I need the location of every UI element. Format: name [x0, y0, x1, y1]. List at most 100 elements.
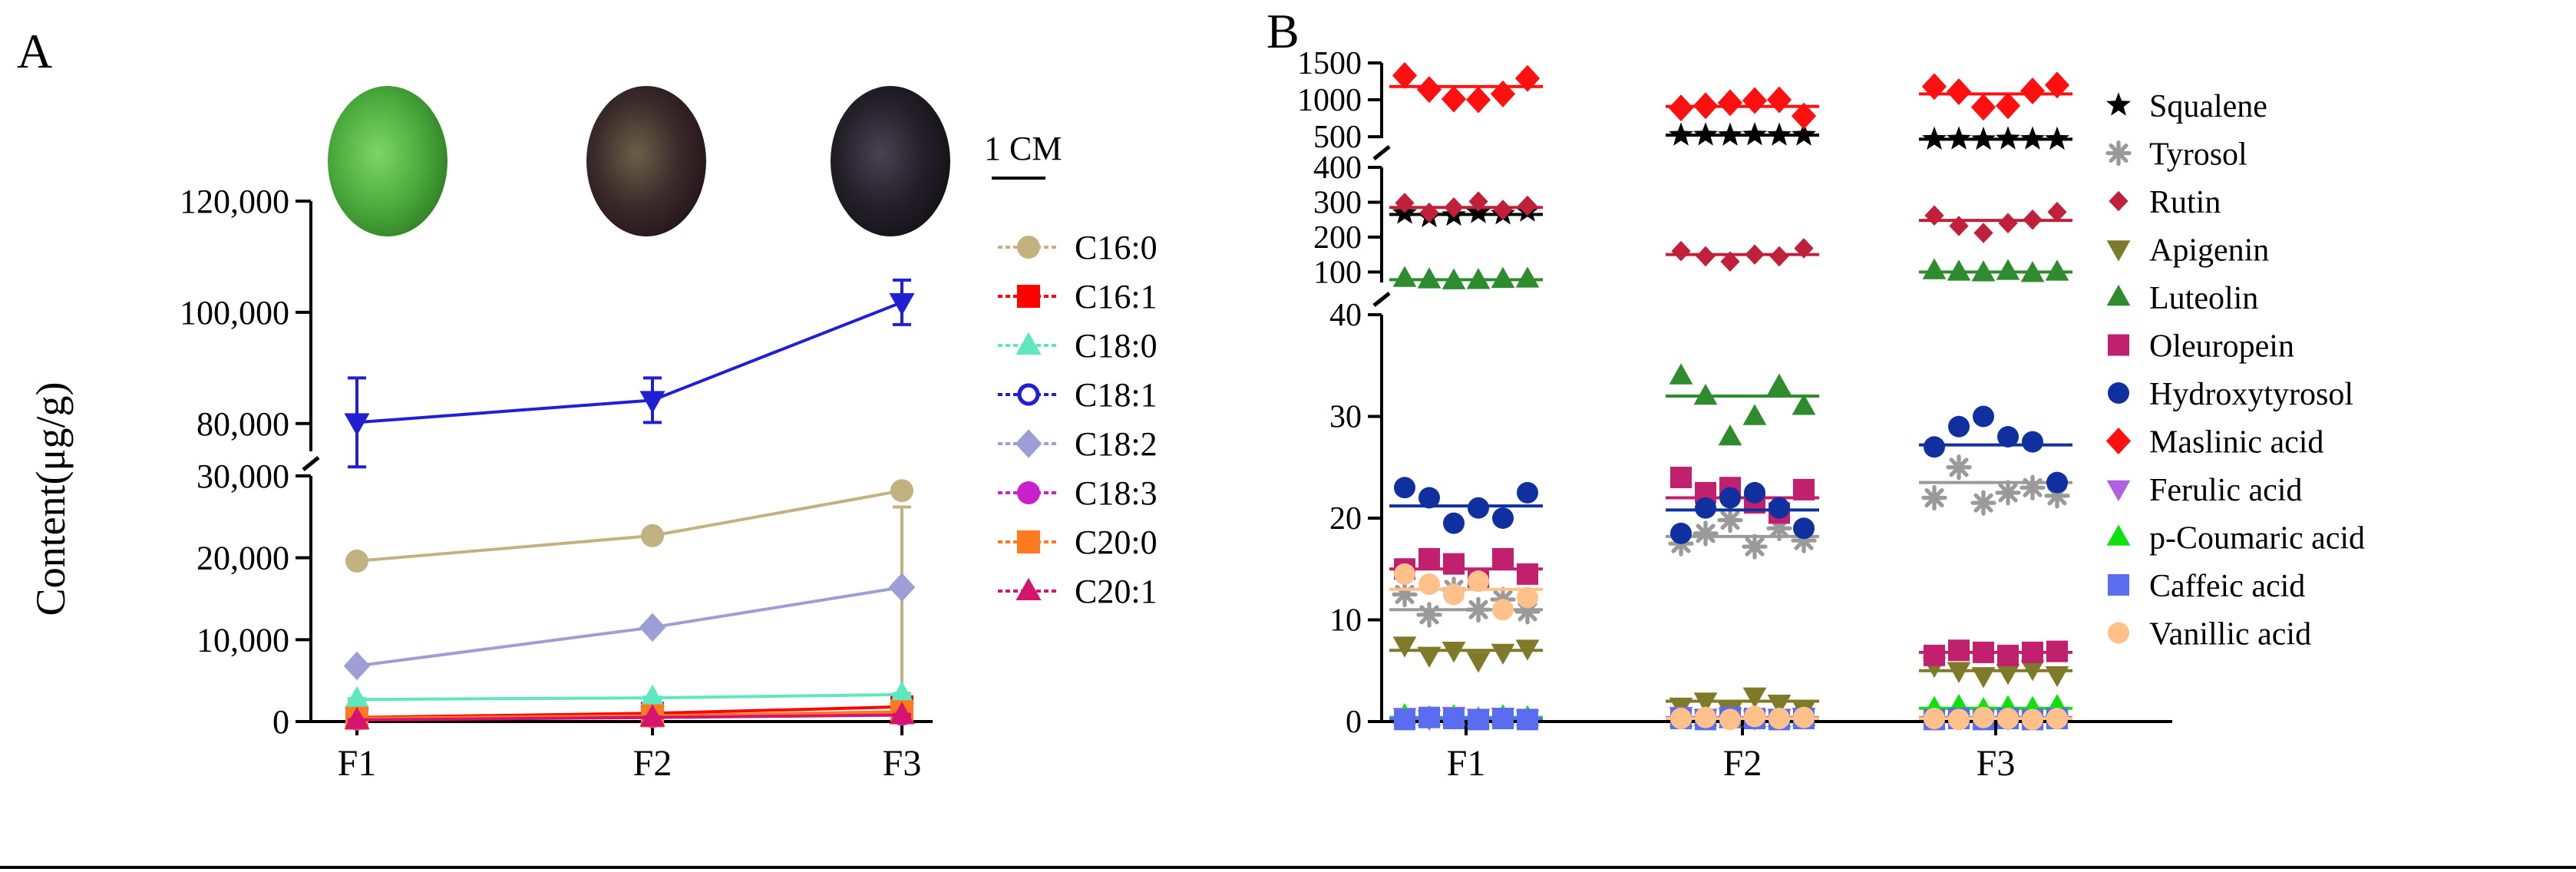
data-point	[1718, 424, 1742, 446]
data-point	[1443, 553, 1465, 575]
data-point	[1921, 73, 1947, 101]
data-point	[1418, 573, 1440, 596]
data-point	[1517, 563, 1538, 585]
legend-label: C20:1	[1075, 573, 1158, 610]
legend-entry: Tyrosol	[2105, 137, 2247, 173]
scale-bar-label: 1 CM	[984, 130, 1062, 167]
data-point	[1767, 694, 1792, 716]
data-point	[1468, 570, 1489, 593]
series-hydroxytyrosol	[1389, 405, 2072, 544]
data-point	[1719, 708, 1741, 731]
legend-entry: Squalene	[2106, 89, 2267, 124]
data-point	[1971, 260, 1996, 282]
data-point	[888, 573, 916, 602]
data-point	[344, 685, 370, 709]
legend-label: Ferulic acid	[2149, 473, 2302, 508]
series-line	[356, 692, 903, 702]
legend-marker	[2105, 140, 2132, 167]
y-tick-label: 80,000	[197, 405, 289, 443]
legend-entry: C20:1	[998, 573, 1158, 610]
asterisk-stroke	[2023, 477, 2043, 497]
panel-a-legend: C16:0 C16:1 C18:0 C18:1 C18:2 C18:3 C20:0 C20:1	[998, 229, 1158, 610]
data-point	[1767, 122, 1792, 146]
data-point	[1443, 583, 1465, 606]
data-point	[2045, 259, 2069, 281]
data-point	[1444, 197, 1464, 218]
asterisk-stroke	[1998, 483, 2018, 503]
data-point	[1947, 662, 1971, 683]
legend-marker	[1017, 481, 1040, 504]
legend-entry: C18:1	[998, 376, 1158, 414]
data-point	[1693, 383, 1718, 405]
data-point	[1517, 481, 1538, 504]
y-tick-label: 300	[1313, 185, 1362, 220]
data-point	[1924, 644, 1945, 666]
data-point	[1394, 563, 1415, 585]
data-point	[2022, 708, 2043, 731]
data-point	[344, 706, 370, 729]
data-point	[1948, 708, 1970, 731]
panel-a-axes: 0 10,000 20,000 30,000 80,000 100,000 120,000 F…	[180, 183, 933, 784]
data-point	[1395, 193, 1415, 213]
olive-fruit-photo	[586, 86, 706, 236]
asterisk-stroke	[1924, 487, 1944, 508]
data-point	[1441, 85, 1467, 113]
data-point	[1515, 639, 1540, 661]
y-tick-label: 1000	[1297, 83, 1362, 118]
data-point	[1668, 94, 1694, 122]
series-C18-1	[344, 278, 915, 469]
legend-marker	[2108, 334, 2129, 356]
data-point	[1442, 268, 1466, 289]
asterisk-stroke	[1745, 537, 1765, 557]
data-point	[2023, 209, 2043, 230]
legend-entry: Oleuropein	[2108, 329, 2294, 365]
asterisk-stroke	[1949, 457, 1969, 477]
y-tick-label: 400	[1313, 150, 1362, 186]
data-point	[2020, 78, 2046, 105]
data-point	[1997, 644, 2019, 666]
data-point	[889, 702, 915, 725]
data-point	[1995, 480, 2021, 506]
series-line	[356, 586, 903, 668]
data-point	[2045, 666, 2069, 688]
y-tick-label: 10,000	[197, 621, 289, 659]
data-point	[1792, 394, 1816, 415]
series-C20-1	[344, 702, 915, 729]
panel-b-label: B	[1267, 4, 1300, 58]
legend-marker	[1016, 332, 1042, 355]
data-point	[1394, 708, 1415, 731]
legend-marker	[1016, 577, 1042, 600]
legend-entry: Vanillic acid	[2108, 617, 2311, 652]
data-point	[1696, 246, 1716, 267]
data-point	[1468, 708, 1489, 731]
data-point	[1744, 481, 1765, 504]
data-point	[1997, 426, 2019, 448]
fruit-photos	[328, 86, 950, 236]
x-tick-label: F2	[1723, 743, 1762, 784]
data-point	[1419, 202, 1439, 223]
series-C18-2	[343, 573, 916, 681]
legend-label: Hydroxytyrosol	[2149, 377, 2353, 412]
data-point	[1769, 708, 1790, 730]
data-point	[1948, 415, 1970, 438]
legend-label: Rutin	[2149, 185, 2221, 220]
data-point	[1466, 652, 1491, 673]
legend-label: C18:3	[1075, 474, 1158, 512]
data-point	[1719, 487, 1741, 509]
data-point	[1769, 497, 1790, 519]
data-point	[2047, 201, 2067, 223]
asterisk-stroke	[1696, 524, 1716, 543]
data-point	[1946, 454, 1972, 481]
legend-marker	[1017, 285, 1040, 308]
data-point	[1791, 102, 1817, 130]
data-point	[1468, 191, 1488, 212]
data-point	[1468, 497, 1489, 519]
axis-break-mark	[302, 456, 320, 471]
legend-label: Oleuropein	[2149, 329, 2294, 365]
data-point	[1669, 363, 1693, 385]
data-point	[1924, 205, 1944, 226]
panel-b-legend: Squalene Tyrosol Rutin Apigenin Luteolin Oleu…	[2105, 89, 2365, 652]
data-point	[1793, 706, 1815, 728]
y-tick-label: 30,000	[197, 457, 289, 495]
